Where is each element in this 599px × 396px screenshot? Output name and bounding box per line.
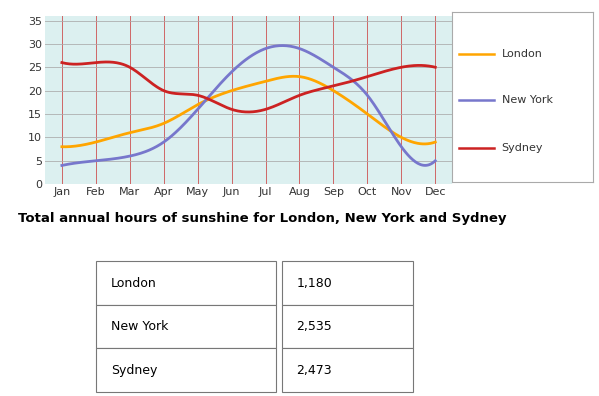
Bar xyxy=(96,305,276,348)
Text: Total annual hours of sunshine for London, New York and Sydney: Total annual hours of sunshine for Londo… xyxy=(18,212,507,225)
Text: New York: New York xyxy=(111,320,168,333)
Bar xyxy=(282,261,413,305)
Bar xyxy=(282,348,413,392)
Text: London: London xyxy=(111,277,156,289)
Text: Sydney: Sydney xyxy=(111,364,157,377)
Text: Sydney: Sydney xyxy=(501,143,543,153)
Bar xyxy=(282,305,413,348)
Text: 2,535: 2,535 xyxy=(297,320,332,333)
Text: 1,180: 1,180 xyxy=(297,277,332,289)
Text: London: London xyxy=(501,50,542,59)
Text: 2,473: 2,473 xyxy=(297,364,332,377)
Bar xyxy=(96,348,276,392)
Bar xyxy=(96,261,276,305)
Text: New York: New York xyxy=(501,95,552,105)
